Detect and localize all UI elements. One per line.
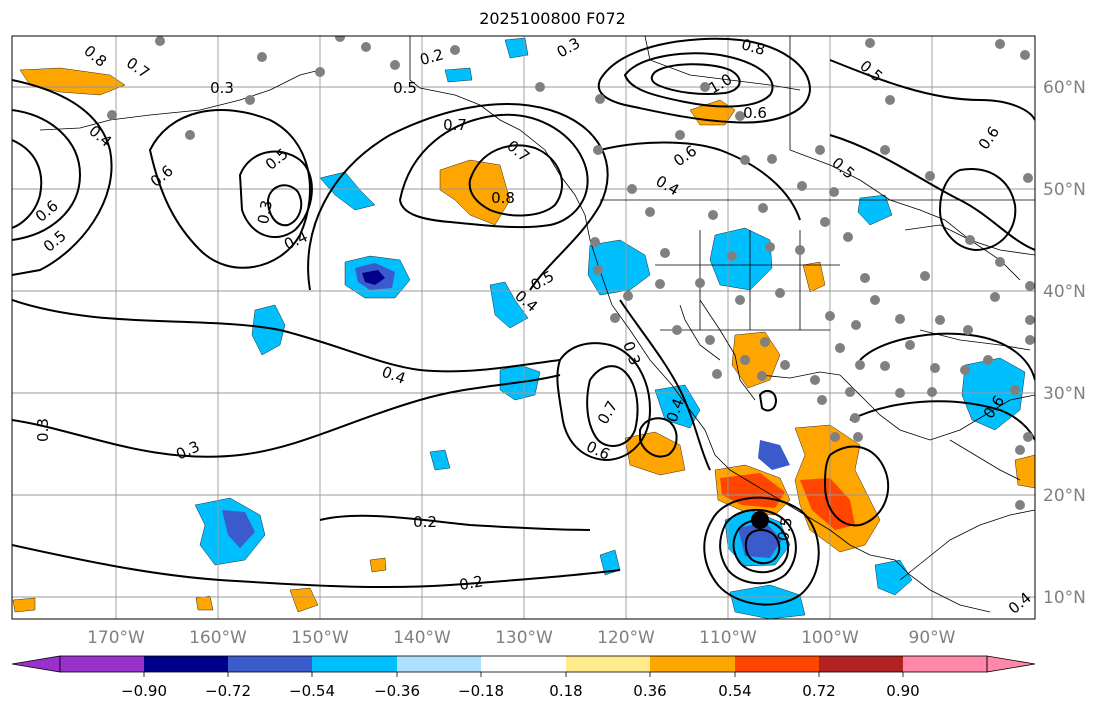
contour-label: 0.3 bbox=[254, 199, 276, 226]
lat-tick-label: 10°N bbox=[1043, 588, 1086, 608]
contour-label: 0.3 bbox=[173, 437, 202, 463]
colorbar-bin bbox=[397, 656, 481, 672]
contour-label: 0.5 bbox=[262, 145, 292, 174]
contour-label: 0.8 bbox=[491, 189, 515, 207]
lat-tick-label: 40°N bbox=[1043, 282, 1086, 302]
lat-tick-label: 30°N bbox=[1043, 384, 1086, 404]
contour-label: 0.3 bbox=[619, 339, 644, 368]
colorbar-tick-label: 0.18 bbox=[549, 682, 582, 700]
lon-tick-label: 170°W bbox=[87, 628, 145, 648]
colorbar-tick-label: 0.90 bbox=[886, 682, 919, 700]
contour-label: 0.6 bbox=[670, 142, 700, 170]
contour-label: 0.6 bbox=[147, 162, 177, 191]
contour-label: 0.7 bbox=[443, 116, 467, 134]
colorbar-tick-label: −0.18 bbox=[458, 682, 504, 700]
contour-label: 0.4 bbox=[281, 227, 310, 253]
colorbar-bin bbox=[481, 656, 566, 672]
coastlines bbox=[39, 36, 1035, 613]
storm-center-marker bbox=[751, 511, 769, 529]
contour-label: 0.5 bbox=[528, 267, 558, 295]
contour-label: 0.2 bbox=[418, 45, 446, 69]
colorbar-bin bbox=[60, 656, 144, 672]
colorbar-bin bbox=[566, 656, 650, 672]
lon-tick-label: 110°W bbox=[699, 628, 757, 648]
contour-label: 0.7 bbox=[503, 137, 533, 166]
colorbar-bin bbox=[735, 656, 819, 672]
longitude-axis: 170°W 160°W 150°W 140°W 130°W 120°W 110°… bbox=[87, 628, 956, 648]
contour-label: 0.3 bbox=[554, 34, 584, 62]
lon-tick-label: 130°W bbox=[495, 628, 553, 648]
colorbar-bin bbox=[144, 656, 228, 672]
contour-label: 0.8 bbox=[739, 35, 767, 59]
contour-label: 0.6 bbox=[975, 123, 1003, 153]
map-gridlines bbox=[12, 36, 1035, 619]
lon-tick-label: 120°W bbox=[597, 628, 655, 648]
lat-tick-label: 20°N bbox=[1043, 486, 1086, 506]
contour-label: 0.5 bbox=[774, 516, 796, 543]
contour-label-group: 0.8 0.7 0.3 0.2 0.3 0.8 1.0 0.5 0.6 0.5 … bbox=[32, 34, 1035, 618]
lat-tick-label: 50°N bbox=[1043, 180, 1086, 200]
colorbar-tick-label: 0.54 bbox=[718, 682, 751, 700]
colorbar-bin bbox=[819, 656, 903, 672]
lon-tick-label: 150°W bbox=[291, 628, 349, 648]
contour-label: 0.6 bbox=[743, 104, 767, 122]
colorbar-tick-label: 0.72 bbox=[802, 682, 835, 700]
contour-label: 0.4 bbox=[85, 122, 115, 151]
contour-label: 0.2 bbox=[458, 572, 485, 594]
lon-tick-label: 140°W bbox=[393, 628, 451, 648]
colorbar-low-extend bbox=[11, 655, 61, 673]
contour-label: 0.5 bbox=[393, 79, 417, 97]
contour-label: 0.5 bbox=[828, 154, 858, 183]
colorbar-tick-label: −0.72 bbox=[205, 682, 251, 700]
contour-label: 0.2 bbox=[413, 513, 437, 531]
colorbar-bin bbox=[312, 656, 397, 672]
station-markers bbox=[107, 36, 1035, 510]
colorbar: −0.90 −0.72 −0.54 −0.36 −0.18 0.18 0.36 … bbox=[11, 655, 1036, 700]
colorbar-tick-label: −0.36 bbox=[374, 682, 420, 700]
contour-label: 0.4 bbox=[653, 172, 683, 200]
contour-label: 0.5 bbox=[856, 57, 886, 86]
colorbar-bin bbox=[650, 656, 735, 672]
contour-label: 0.3 bbox=[34, 418, 52, 442]
lon-tick-label: 100°W bbox=[801, 628, 859, 648]
shaded-anomalies bbox=[12, 37, 1035, 619]
contour-label: 0.7 bbox=[123, 54, 153, 82]
contour-label: 0.7 bbox=[594, 398, 622, 428]
colorbar-bin bbox=[228, 656, 312, 672]
lon-tick-label: 90°W bbox=[909, 628, 956, 648]
contour-label: 0.8 bbox=[80, 42, 110, 71]
map-title: 2025100800 F072 bbox=[479, 9, 626, 28]
lon-tick-label: 160°W bbox=[189, 628, 247, 648]
colorbar-tick-label: 0.36 bbox=[633, 682, 666, 700]
colorbar-high-extend bbox=[986, 655, 1036, 673]
lat-tick-label: 60°N bbox=[1043, 78, 1086, 98]
latitude-axis: 10°N 20°N 30°N 40°N 50°N 60°N bbox=[1043, 78, 1086, 608]
contour-label: 0.4 bbox=[1005, 589, 1035, 618]
colorbar-tick-label: −0.90 bbox=[121, 682, 167, 700]
contour-label: 0.3 bbox=[210, 79, 234, 97]
colorbar-bin bbox=[903, 656, 987, 672]
contour-lines bbox=[12, 37, 1035, 606]
colorbar-tick-label: −0.54 bbox=[289, 682, 335, 700]
